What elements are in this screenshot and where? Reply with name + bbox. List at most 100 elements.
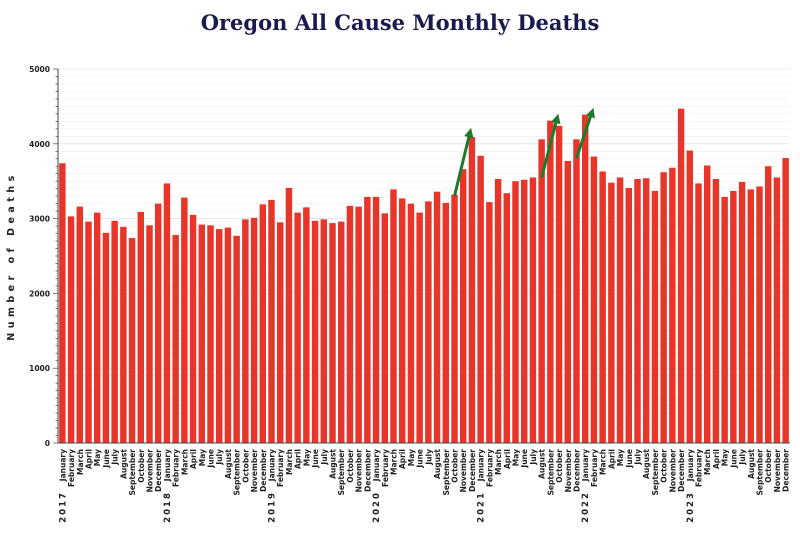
bar — [451, 194, 458, 443]
bar — [677, 108, 685, 444]
x-tick-label: 2018 January — [163, 449, 173, 523]
bar — [85, 221, 92, 443]
bar — [137, 211, 145, 443]
x-tick-label: November — [564, 449, 573, 493]
x-tick-label: December — [782, 449, 791, 492]
bar — [634, 178, 641, 443]
x-tick-label: October — [241, 449, 250, 483]
x-tick-label: September — [756, 449, 765, 496]
bar — [616, 177, 624, 443]
x-tick-label: August — [747, 449, 756, 479]
bar — [712, 178, 720, 443]
bar — [747, 189, 755, 443]
x-tick-label: March — [180, 449, 189, 475]
bar — [364, 196, 371, 443]
bar — [529, 177, 537, 443]
bar — [669, 167, 676, 443]
bar — [520, 179, 528, 444]
x-tick-label: December — [259, 449, 268, 492]
x-tick-label: June — [102, 449, 111, 469]
x-tick-label: August — [433, 449, 442, 479]
bar — [311, 220, 319, 443]
x-tick-label: May — [93, 449, 102, 466]
x-tick-label: July — [320, 449, 329, 466]
year-label: 2022 — [581, 481, 591, 523]
x-tick-label: May — [407, 449, 416, 466]
bar — [477, 155, 484, 443]
chart-title: Oregon All Cause Monthly Deaths — [200, 10, 600, 35]
bar — [381, 213, 389, 443]
x-tick-label: August — [538, 449, 547, 479]
year-label: 2018 — [163, 481, 173, 523]
y-axis-label: Number of Deaths — [6, 171, 17, 341]
bar — [599, 171, 606, 443]
month-label: January — [477, 449, 486, 482]
x-tick-label: July — [738, 449, 747, 466]
x-tick-label: March — [599, 449, 608, 475]
x-tick-label: October — [764, 449, 773, 483]
bars — [59, 108, 789, 444]
axes — [53, 68, 790, 444]
x-tick-label: September — [651, 449, 660, 496]
bar — [259, 204, 267, 443]
x-tick-label: December — [363, 449, 372, 492]
x-tick-label: May — [198, 449, 207, 466]
x-tick-label: September — [337, 449, 346, 496]
x-tick-label: June — [520, 449, 529, 469]
y-tick-label: 0 — [45, 439, 50, 448]
bar — [242, 219, 249, 443]
x-tick-label: November — [250, 449, 259, 493]
bar — [355, 206, 362, 443]
bar — [198, 224, 206, 443]
x-tick-label: February — [695, 449, 704, 487]
bar — [154, 203, 162, 443]
bar — [564, 161, 572, 443]
bar — [425, 201, 432, 443]
bar — [189, 214, 197, 443]
x-tick-label: February — [276, 449, 285, 487]
bar — [207, 225, 214, 443]
x-tick-label: June — [207, 449, 216, 469]
x-tick-label: 2021 January — [477, 449, 487, 523]
trend-arrow — [453, 127, 474, 197]
trend-arrows — [453, 107, 595, 197]
bar — [398, 198, 406, 443]
bar — [721, 196, 728, 443]
x-tick-label: February — [381, 449, 390, 487]
bar — [102, 232, 110, 443]
x-tick-label: March — [703, 449, 712, 475]
x-tick-label: July — [215, 449, 224, 466]
bar — [320, 219, 328, 443]
x-tick-label: February — [67, 449, 76, 487]
x-tick-label: November — [355, 449, 364, 493]
bar — [486, 202, 493, 443]
month-label: January — [268, 449, 277, 482]
bar — [642, 178, 650, 443]
x-tick-label: April — [294, 449, 303, 469]
trend-arrow — [540, 113, 561, 178]
bar — [111, 220, 118, 443]
bar — [181, 197, 188, 443]
bar — [547, 120, 554, 443]
bar — [59, 163, 66, 444]
x-tick-label: April — [712, 449, 721, 469]
x-tick-label: November — [146, 449, 155, 493]
bar — [608, 182, 615, 444]
bar — [76, 206, 84, 443]
x-tick-label: May — [512, 449, 521, 466]
x-tick-label: March — [494, 449, 503, 475]
bar — [303, 207, 310, 443]
y-tick-label: 1000 — [29, 364, 50, 373]
x-tick-label: March — [76, 449, 85, 475]
x-tick-label: December — [468, 449, 477, 492]
bar — [93, 212, 101, 443]
year-label: 2021 — [477, 481, 487, 523]
month-label: January — [58, 449, 67, 482]
x-tick-label: July — [529, 449, 538, 466]
x-tick-label: March — [390, 449, 399, 475]
bar — [442, 202, 450, 443]
bar — [756, 186, 763, 443]
x-tick-label: November — [459, 449, 468, 493]
x-tick-label: June — [625, 449, 634, 469]
